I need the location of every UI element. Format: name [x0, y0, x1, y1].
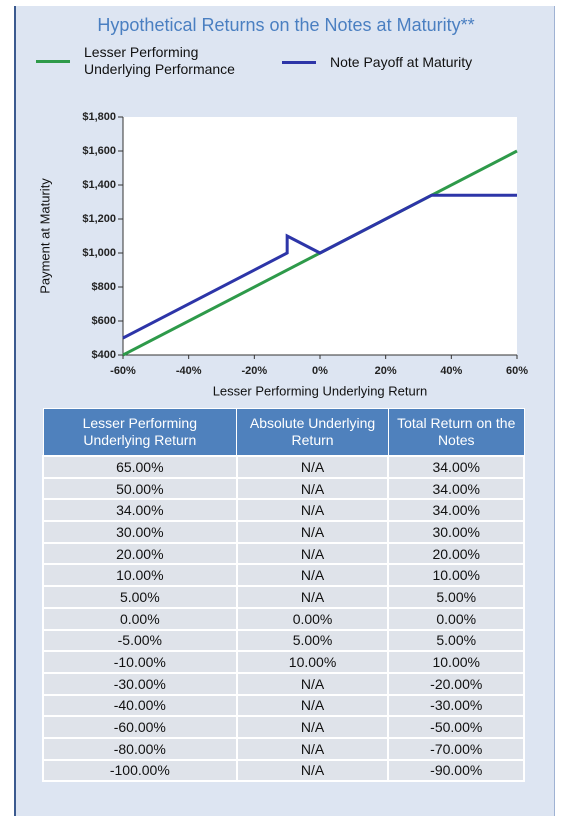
table-cell: N/A	[235, 585, 390, 609]
y-tick-label: $1,600	[82, 145, 116, 157]
y-tick-label: $800	[92, 281, 116, 293]
table-cell: -90.00%	[387, 758, 525, 783]
header-cell: Absolute Underlying Return	[236, 408, 389, 457]
y-tick-label: $400	[92, 349, 116, 361]
x-axis-label: Lesser Performing Underlying Return	[213, 383, 428, 398]
table-cell: 0.00%	[42, 606, 238, 631]
y-tick-label: $1,000	[82, 247, 116, 259]
table-row: 20.00% N/A 20.00%	[42, 541, 525, 566]
table-cell: -100.00%	[42, 758, 238, 783]
table-cell: 5.00%	[387, 585, 525, 609]
legend-swatch	[282, 61, 316, 64]
x-tick-label: -60%	[110, 365, 136, 377]
table-cell: 10.00%	[235, 650, 390, 674]
table-cell: 34.00%	[387, 476, 525, 501]
table-cell: 34.00%	[387, 455, 525, 479]
table-cell: N/A	[235, 455, 390, 479]
table-cell: 5.00%	[42, 585, 238, 609]
table-cell: 30.00%	[387, 520, 525, 544]
table-cell: -30.00%	[387, 693, 525, 718]
legend-swatch	[36, 59, 70, 63]
table-cell: 34.00%	[42, 498, 238, 523]
table-cell: N/A	[235, 715, 390, 739]
y-axis-label: Payment at Maturity	[37, 178, 52, 294]
x-tick-label: 60%	[506, 365, 528, 377]
legend-label: Note Payoff at Maturity	[330, 54, 473, 70]
table-cell: N/A	[235, 693, 390, 718]
x-tick-label: 0%	[312, 365, 328, 377]
table-cell: 0.00%	[235, 606, 390, 631]
plot-area	[123, 117, 517, 355]
x-tick-label: -20%	[241, 365, 267, 377]
y-tick-label: $1,400	[82, 179, 116, 191]
table-row: 10.00% N/A 10.00%	[42, 563, 525, 588]
table-cell: 0.00%	[387, 606, 525, 631]
table-row: 50.00% N/A 34.00%	[42, 476, 525, 501]
table-cell: N/A	[235, 520, 390, 544]
legend: Lesser Performing Underlying Performance…	[36, 44, 536, 84]
table-row: -30.00% N/A -20.00%	[42, 671, 525, 696]
table-cell: -20.00%	[387, 671, 525, 696]
table-cell: 10.00%	[387, 563, 525, 588]
data-table: Lesser Performing Underlying Return Absol…	[42, 408, 525, 783]
table-cell: N/A	[235, 498, 390, 523]
table-cell: -5.00%	[42, 628, 238, 653]
table-row: 34.00% N/A 34.00%	[42, 498, 525, 523]
table-cell: N/A	[235, 758, 390, 783]
y-tick-label: $1,800	[82, 111, 116, 123]
header-cell: Lesser Performing Underlying Return	[42, 408, 238, 457]
header-cell: Total Return on the Notes	[387, 408, 525, 457]
table-row: 65.00% N/A 34.00%	[42, 455, 525, 479]
table-cell: 10.00%	[387, 650, 525, 674]
table-cell: N/A	[235, 736, 390, 761]
y-tick-label: $1,200	[82, 213, 116, 225]
legend-item: Lesser Performing Underlying Performance	[36, 44, 236, 78]
table-row: 5.00% N/A 5.00%	[42, 585, 525, 609]
table-cell: 65.00%	[42, 455, 238, 479]
table-cell: 50.00%	[42, 476, 238, 501]
x-tick-label: -40%	[176, 365, 202, 377]
table-row: -80.00% N/A -70.00%	[42, 736, 525, 761]
table-cell: -80.00%	[42, 736, 238, 761]
x-tick-label: 40%	[440, 365, 462, 377]
legend-label: Lesser Performing Underlying Performance	[84, 44, 235, 77]
table-row: -10.00% 10.00% 10.00%	[42, 650, 525, 674]
table-cell: 10.00%	[42, 563, 238, 588]
table-row: -60.00% N/A -50.00%	[42, 715, 525, 739]
table-row: 30.00% N/A 30.00%	[42, 520, 525, 544]
table-cell: -40.00%	[42, 693, 238, 718]
table-cell: -70.00%	[387, 736, 525, 761]
y-tick-label: $600	[92, 315, 116, 327]
table-cell: -60.00%	[42, 715, 238, 739]
table-cell: N/A	[235, 563, 390, 588]
table-cell: 34.00%	[387, 498, 525, 523]
chart: Hypothetical Returns on the Notes at Mat…	[37, 15, 528, 399]
table-cell: 30.00%	[42, 520, 238, 544]
table-cell: -50.00%	[387, 715, 525, 739]
table-row: -100.00% N/A -90.00%	[42, 758, 525, 783]
table-cell: -10.00%	[42, 650, 238, 674]
table-cell: N/A	[235, 541, 390, 566]
table-row: -40.00% N/A -30.00%	[42, 693, 525, 718]
table-cell: 20.00%	[387, 541, 525, 566]
legend-item: Note Payoff at Maturity	[282, 54, 522, 71]
x-tick-label: 20%	[375, 365, 397, 377]
table-cell: N/A	[235, 476, 390, 501]
table-cell: 5.00%	[235, 628, 390, 653]
table-cell: N/A	[235, 671, 390, 696]
table-row: 0.00% 0.00% 0.00%	[42, 606, 525, 631]
table-cell: -30.00%	[42, 671, 238, 696]
series-line	[122, 193, 517, 340]
header-row: Lesser Performing Underlying Return Absol…	[42, 408, 525, 457]
chart-title: Hypothetical Returns on the Notes at Mat…	[97, 15, 474, 35]
table-cell: 5.00%	[387, 628, 525, 653]
table-cell: 20.00%	[42, 541, 238, 566]
table-row: -5.00% 5.00% 5.00%	[42, 628, 525, 653]
